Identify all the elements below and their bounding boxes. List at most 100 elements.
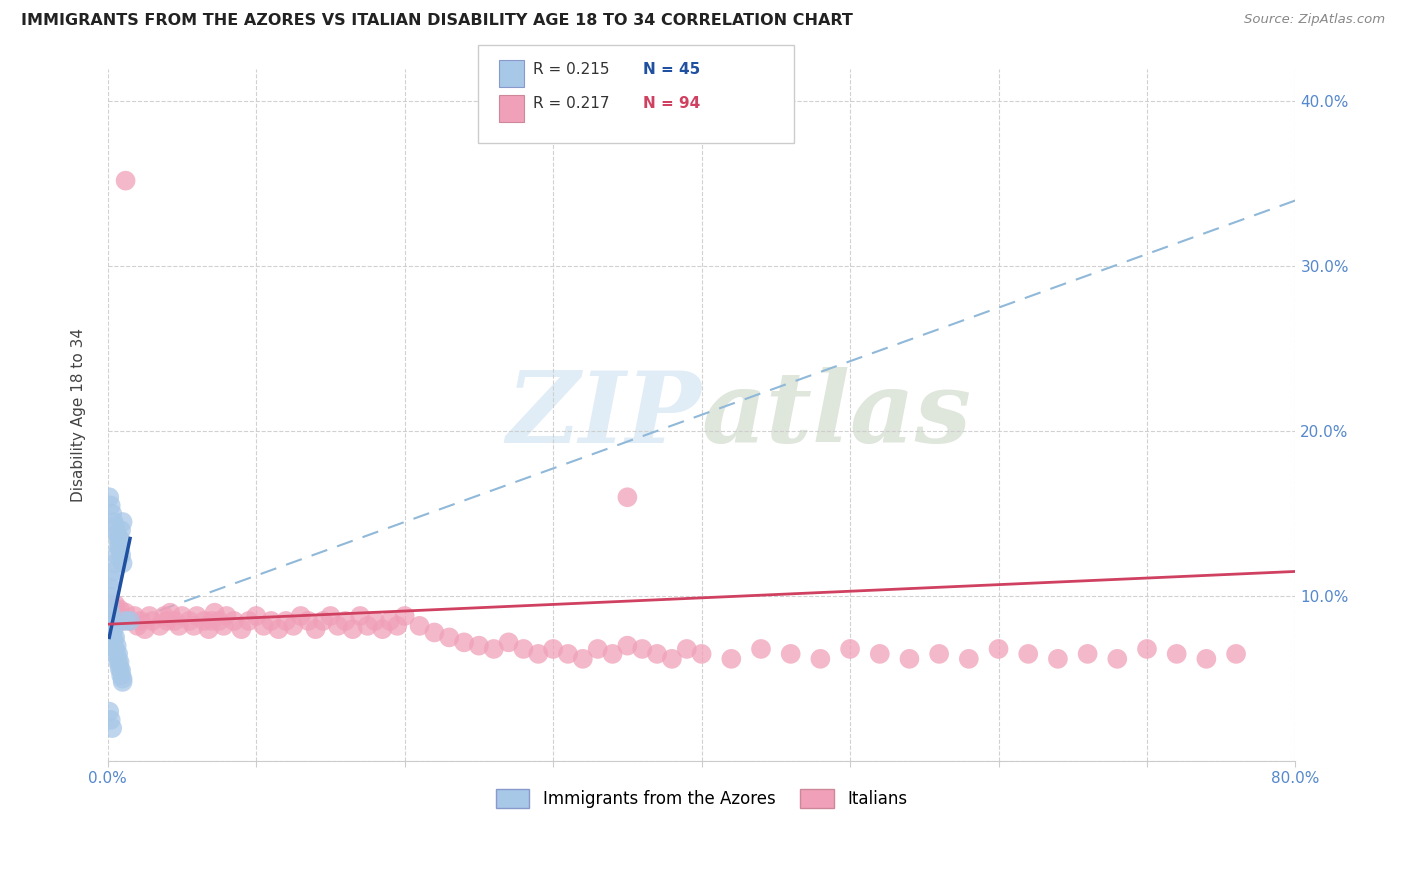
Point bbox=[957, 652, 980, 666]
Point bbox=[101, 573, 124, 587]
Text: R = 0.215: R = 0.215 bbox=[533, 62, 609, 78]
Point bbox=[111, 515, 134, 529]
Point bbox=[631, 642, 654, 657]
Point bbox=[245, 609, 267, 624]
Point bbox=[720, 652, 742, 666]
Point bbox=[616, 490, 638, 504]
Point bbox=[1046, 652, 1069, 666]
Point bbox=[319, 609, 342, 624]
Point bbox=[105, 639, 128, 653]
Point bbox=[204, 606, 226, 620]
Point bbox=[108, 532, 131, 546]
Point bbox=[987, 642, 1010, 657]
Point bbox=[482, 642, 505, 657]
Point bbox=[749, 642, 772, 657]
Point bbox=[586, 642, 609, 657]
Point bbox=[159, 606, 181, 620]
Point bbox=[839, 642, 862, 657]
Point bbox=[107, 532, 129, 546]
Point bbox=[1017, 647, 1039, 661]
Point bbox=[111, 614, 134, 628]
Point bbox=[170, 609, 193, 624]
Point bbox=[512, 642, 534, 657]
Point bbox=[105, 648, 128, 663]
Point bbox=[468, 639, 491, 653]
Text: IMMIGRANTS FROM THE AZORES VS ITALIAN DISABILITY AGE 18 TO 34 CORRELATION CHART: IMMIGRANTS FROM THE AZORES VS ITALIAN DI… bbox=[21, 13, 853, 29]
Legend: Immigrants from the Azores, Italians: Immigrants from the Azores, Italians bbox=[489, 782, 914, 815]
Point bbox=[186, 609, 208, 624]
Point bbox=[101, 614, 124, 628]
Point bbox=[690, 647, 713, 661]
Point bbox=[869, 647, 891, 661]
Point bbox=[98, 609, 121, 624]
Point bbox=[267, 622, 290, 636]
Point bbox=[104, 642, 127, 657]
Point bbox=[114, 606, 136, 620]
Point bbox=[110, 668, 132, 682]
Point bbox=[100, 713, 122, 727]
Point bbox=[928, 647, 950, 661]
Point bbox=[675, 642, 697, 657]
Point bbox=[1225, 647, 1247, 661]
Point bbox=[1166, 647, 1188, 661]
Point bbox=[110, 523, 132, 537]
Point bbox=[101, 625, 124, 640]
Point bbox=[149, 619, 172, 633]
Point bbox=[297, 614, 319, 628]
Point bbox=[98, 598, 121, 612]
Point bbox=[356, 619, 378, 633]
Text: ZIP: ZIP bbox=[506, 367, 702, 463]
Point bbox=[779, 647, 801, 661]
Point bbox=[104, 631, 127, 645]
Point bbox=[290, 609, 312, 624]
Point bbox=[124, 609, 146, 624]
Point bbox=[557, 647, 579, 661]
Point bbox=[408, 619, 430, 633]
Point bbox=[129, 614, 152, 628]
Point bbox=[108, 655, 131, 669]
Point bbox=[1136, 642, 1159, 657]
Point bbox=[101, 721, 124, 735]
Point bbox=[105, 526, 128, 541]
Point bbox=[661, 652, 683, 666]
Point bbox=[108, 662, 131, 676]
Point bbox=[100, 619, 122, 633]
Point bbox=[98, 705, 121, 719]
Point bbox=[238, 614, 260, 628]
Point bbox=[371, 622, 394, 636]
Point bbox=[107, 647, 129, 661]
Point bbox=[1195, 652, 1218, 666]
Point bbox=[110, 664, 132, 678]
Point bbox=[163, 614, 186, 628]
Point bbox=[103, 515, 125, 529]
Text: R = 0.217: R = 0.217 bbox=[533, 96, 609, 112]
Point bbox=[118, 614, 141, 628]
Point bbox=[108, 609, 131, 624]
Point bbox=[439, 631, 461, 645]
Point bbox=[153, 609, 176, 624]
Point bbox=[104, 598, 127, 612]
Point bbox=[253, 619, 276, 633]
Point bbox=[134, 622, 156, 636]
Point bbox=[645, 647, 668, 661]
Point bbox=[98, 589, 121, 603]
Point bbox=[197, 622, 219, 636]
Point bbox=[138, 609, 160, 624]
Point bbox=[201, 614, 224, 628]
Point bbox=[108, 540, 131, 554]
Point bbox=[541, 642, 564, 657]
Point bbox=[104, 556, 127, 570]
Point bbox=[898, 652, 921, 666]
Point bbox=[127, 619, 149, 633]
Point bbox=[335, 614, 357, 628]
Text: atlas: atlas bbox=[702, 367, 972, 463]
Point bbox=[114, 174, 136, 188]
Point bbox=[108, 602, 131, 616]
Point bbox=[179, 614, 201, 628]
Point bbox=[387, 619, 409, 633]
Point bbox=[208, 614, 231, 628]
Point bbox=[101, 507, 124, 521]
Text: N = 45: N = 45 bbox=[643, 62, 700, 78]
Point bbox=[100, 499, 122, 513]
Point bbox=[111, 674, 134, 689]
